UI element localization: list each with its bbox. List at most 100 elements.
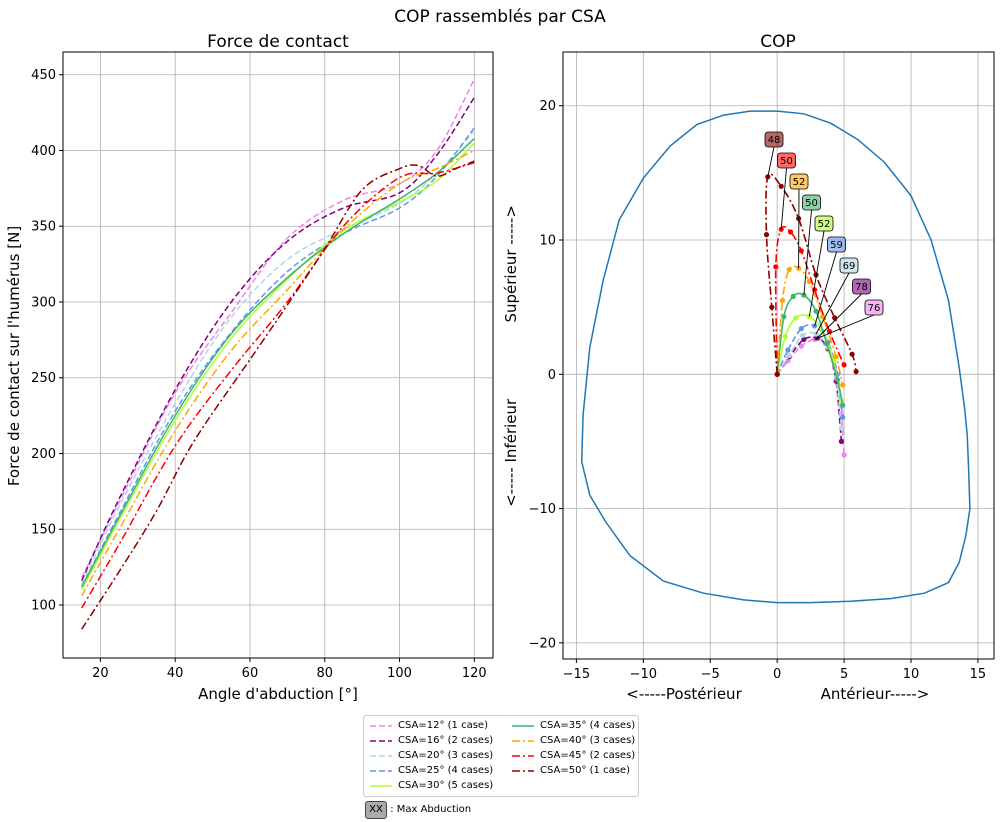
max-abduction-label: 50 bbox=[780, 156, 793, 167]
cop-series-point bbox=[786, 267, 792, 273]
cop-series-point bbox=[785, 347, 791, 353]
cop-series-point bbox=[813, 308, 819, 314]
cop-chart-ytick-label: 20 bbox=[539, 99, 556, 114]
cop-chart-xtick-label: 10 bbox=[903, 667, 920, 682]
legend-label: CSA=35° (4 cases) bbox=[540, 720, 636, 731]
max-abduction-leader bbox=[814, 251, 837, 327]
force-series-line bbox=[81, 160, 475, 630]
force-chart-ytick-label: 450 bbox=[31, 68, 56, 83]
force-chart-xtick-label: 100 bbox=[387, 666, 412, 681]
cop-series-point bbox=[841, 452, 847, 458]
cop-series-line bbox=[776, 331, 843, 429]
legend-label: CSA=45° (2 cases) bbox=[540, 750, 636, 761]
cop-series-point bbox=[849, 351, 855, 357]
legend-label: CSA=30° (5 cases) bbox=[398, 780, 494, 791]
cop-chart-xtick-label: 15 bbox=[970, 667, 987, 682]
legend-swatch bbox=[512, 770, 534, 772]
force-chart-ytick-label: 400 bbox=[31, 144, 56, 159]
cop-series-point bbox=[820, 314, 826, 320]
cop-series-point bbox=[832, 315, 838, 321]
cop-chart-ytick-label: −20 bbox=[529, 636, 556, 651]
force-chart-ytick-label: 300 bbox=[31, 295, 56, 310]
cop-series-point bbox=[824, 340, 830, 346]
force-chart-xtick-label: 20 bbox=[92, 666, 109, 681]
legend-swatch bbox=[370, 740, 392, 742]
cop-series-point bbox=[781, 314, 787, 320]
cop-chart-xtick-label: −5 bbox=[701, 667, 720, 682]
cop-series-point bbox=[806, 279, 812, 285]
cop-series-point bbox=[841, 362, 847, 368]
max-abduction-note: XX : Max Abduction bbox=[365, 801, 471, 819]
force-chart-ytick-label: 200 bbox=[31, 447, 56, 462]
force-chart-frame bbox=[62, 51, 494, 659]
cop-series-point bbox=[813, 272, 819, 278]
max-abduction-badge bbox=[839, 257, 859, 274]
max-abduction-badge bbox=[852, 278, 871, 295]
cop-series-point bbox=[782, 334, 788, 340]
cop-series-point bbox=[840, 402, 846, 408]
cop-chart-ytick-label: 0 bbox=[548, 368, 556, 383]
force-series-line bbox=[81, 127, 475, 588]
max-abduction-badge bbox=[827, 236, 846, 253]
legend-label: CSA=40° (3 cases) bbox=[540, 735, 636, 746]
max-abduction-label: 76 bbox=[868, 303, 881, 314]
cop-series-point bbox=[793, 315, 799, 321]
cop-series-point bbox=[774, 371, 780, 377]
force-chart-xtick-label: 120 bbox=[462, 666, 487, 681]
cop-series-point bbox=[798, 248, 804, 254]
force-chart-xtick-label: 80 bbox=[316, 666, 333, 681]
cop-series-point bbox=[787, 229, 794, 235]
cop-series-point bbox=[773, 264, 779, 270]
force-chart-xlabel: Angle d'abduction [°] bbox=[198, 685, 358, 703]
force-chart-ytick-label: 250 bbox=[31, 371, 56, 386]
cop-chart-xtick-label: 0 bbox=[773, 667, 781, 682]
force-chart-xtick-label: 40 bbox=[167, 666, 184, 681]
legend-label: CSA=20° (3 cases) bbox=[398, 750, 494, 761]
force-chart-ytick-label: 350 bbox=[31, 220, 56, 235]
force-chart-title: Force de contact bbox=[207, 32, 349, 52]
max-abduction-label: 59 bbox=[830, 240, 843, 251]
cop-chart-frame bbox=[562, 51, 995, 660]
max-abduction-badge bbox=[864, 299, 884, 316]
cop-chart-xtick-label: 5 bbox=[840, 667, 848, 682]
max-abduction-badge bbox=[814, 215, 834, 232]
force-series-line bbox=[81, 96, 475, 582]
max-abduction-leader bbox=[767, 146, 775, 177]
cop-chart-xtick-label: −15 bbox=[563, 667, 590, 682]
legend-swatch bbox=[512, 740, 534, 742]
legend-swatch bbox=[512, 755, 534, 757]
cop-series-point bbox=[853, 369, 859, 375]
cop-chart-series bbox=[763, 173, 859, 458]
legend-swatch bbox=[370, 725, 392, 727]
cop-series-line bbox=[776, 292, 844, 406]
legend-swatch bbox=[370, 770, 392, 772]
max-abduction-label: 48 bbox=[768, 135, 781, 146]
cop-glenoid-outline bbox=[580, 110, 971, 604]
max-abduction-badge bbox=[789, 173, 809, 190]
max-abduction-badge: XX bbox=[365, 801, 387, 819]
cop-series-point bbox=[840, 382, 846, 388]
cop-series-point bbox=[800, 332, 806, 338]
legend-label: CSA=25° (4 cases) bbox=[398, 765, 494, 776]
force-chart-panel: 20 40 60 80 100 120 100 150 200 250 300 350 400 450 F… bbox=[5, 32, 494, 703]
cop-series-line bbox=[765, 173, 857, 375]
cop-series-line bbox=[776, 265, 844, 386]
max-abduction-label: 52 bbox=[818, 219, 831, 230]
cop-chart-xlabel-left: <-----Postérieur bbox=[626, 685, 742, 703]
cop-series-point bbox=[798, 343, 804, 349]
cop-series-point bbox=[779, 297, 786, 303]
cop-series-point bbox=[786, 352, 792, 359]
cop-chart-ticks: −15 −10 −5 0 5 10 15 −20 −10 0 10 20 bbox=[529, 99, 987, 682]
cop-series-point bbox=[769, 304, 775, 310]
force-chart-xtick-label: 60 bbox=[242, 666, 259, 681]
legend-label: CSA=12° (1 case) bbox=[398, 720, 488, 731]
max-abduction-leader bbox=[803, 209, 812, 296]
force-series-line bbox=[81, 149, 475, 597]
legend-label: CSA=16° (2 cases) bbox=[398, 735, 494, 746]
cop-series-point bbox=[798, 326, 804, 332]
cop-series-point bbox=[763, 232, 770, 238]
cop-series-point bbox=[790, 293, 796, 299]
